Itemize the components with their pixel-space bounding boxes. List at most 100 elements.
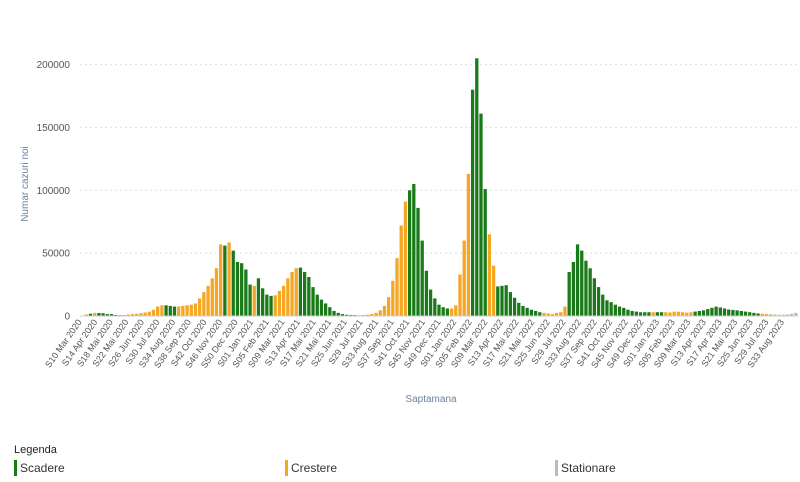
bar-scadere[interactable] [496, 286, 500, 316]
bar-stationare[interactable] [781, 314, 785, 316]
bar-scadere[interactable] [512, 297, 517, 316]
bar-scadere[interactable] [344, 314, 349, 316]
bar-crestere[interactable] [206, 285, 210, 316]
bar-crestere[interactable] [546, 313, 550, 316]
bar-scadere[interactable] [407, 190, 412, 316]
bar-scadere[interactable] [265, 294, 269, 316]
bar-scadere[interactable] [567, 272, 571, 316]
bar-scadere[interactable] [571, 261, 576, 316]
bar-crestere[interactable] [554, 312, 559, 316]
bar-crestere[interactable] [374, 312, 378, 316]
bar-scadere[interactable] [269, 295, 273, 316]
bar-stationare[interactable] [794, 312, 798, 316]
bar-scadere[interactable] [638, 312, 643, 316]
bar-crestere[interactable] [365, 314, 370, 316]
bar-crestere[interactable] [491, 265, 496, 316]
bar-scadere[interactable] [622, 307, 626, 316]
bar-scadere[interactable] [475, 58, 479, 316]
bar-crestere[interactable] [651, 312, 655, 316]
bar-crestere[interactable] [680, 312, 685, 316]
bar-scadere[interactable] [626, 309, 630, 316]
bar-crestere[interactable] [462, 240, 466, 316]
bar-scadere[interactable] [261, 288, 265, 316]
bar-crestere[interactable] [664, 312, 668, 316]
bar-scadere[interactable] [710, 307, 714, 316]
bar-scadere[interactable] [693, 311, 697, 316]
bar-scadere[interactable] [235, 261, 240, 316]
bar-stationare[interactable] [785, 314, 790, 316]
bar-crestere[interactable] [370, 313, 374, 316]
bar-scadere[interactable] [701, 310, 706, 316]
bar-scadere[interactable] [433, 298, 437, 316]
bar-crestere[interactable] [672, 311, 676, 316]
bar-crestere[interactable] [676, 311, 680, 316]
bar-scadere[interactable] [706, 309, 710, 316]
bar-scadere[interactable] [735, 310, 739, 316]
bar-scadere[interactable] [575, 244, 580, 316]
bar-scadere[interactable] [731, 309, 735, 316]
bar-scadere[interactable] [605, 300, 609, 316]
bar-crestere[interactable] [559, 312, 563, 316]
bar-crestere[interactable] [160, 305, 164, 316]
bar-scadere[interactable] [298, 267, 303, 316]
bar-scadere[interactable] [168, 305, 172, 316]
bar-scadere[interactable] [752, 312, 756, 316]
bar-crestere[interactable] [668, 312, 672, 316]
bar-scadere[interactable] [349, 314, 353, 316]
bar-scadere[interactable] [609, 302, 613, 316]
bar-crestere[interactable] [122, 314, 126, 316]
bar-crestere[interactable] [273, 295, 277, 316]
bar-scadere[interactable] [172, 306, 177, 316]
bar-crestere[interactable] [760, 313, 764, 316]
bar-crestere[interactable] [130, 314, 135, 316]
bar-scadere[interactable] [416, 207, 420, 316]
bar-crestere[interactable] [487, 234, 492, 316]
bar-crestere[interactable] [93, 312, 97, 316]
bar-crestere[interactable] [769, 314, 773, 316]
bar-crestere[interactable] [185, 305, 189, 316]
bar-crestere[interactable] [449, 308, 454, 316]
bar-stationare[interactable] [790, 313, 794, 316]
bar-scadere[interactable] [592, 278, 596, 316]
bar-scadere[interactable] [584, 260, 588, 316]
bar-scadere[interactable] [311, 287, 315, 316]
bar-crestere[interactable] [198, 298, 202, 316]
bar-scadere[interactable] [697, 310, 701, 316]
bar-crestere[interactable] [181, 305, 185, 316]
bar-scadere[interactable] [240, 263, 244, 316]
bar-scadere[interactable] [718, 307, 722, 316]
bar-scadere[interactable] [739, 310, 743, 316]
bar-crestere[interactable] [219, 244, 223, 316]
bar-scadere[interactable] [533, 310, 538, 316]
bar-crestere[interactable] [454, 305, 458, 316]
bar-crestere[interactable] [202, 292, 206, 316]
bar-scadere[interactable] [323, 303, 328, 316]
legend-item-crestere[interactable]: Crestere [285, 460, 337, 476]
bar-scadere[interactable] [328, 307, 332, 316]
bar-crestere[interactable] [294, 268, 298, 316]
bar-scadere[interactable] [101, 313, 105, 316]
bar-scadere[interactable] [88, 313, 93, 316]
bar-crestere[interactable] [189, 304, 193, 316]
bar-scadere[interactable] [529, 309, 534, 316]
bar-scadere[interactable] [748, 312, 752, 316]
bar-crestere[interactable] [391, 280, 395, 316]
bar-scadere[interactable] [441, 307, 445, 316]
bar-scadere[interactable] [596, 287, 601, 316]
bar-crestere[interactable] [151, 309, 156, 316]
bar-scadere[interactable] [479, 113, 483, 316]
bar-scadere[interactable] [420, 240, 424, 316]
bar-scadere[interactable] [613, 304, 617, 316]
bar-scadere[interactable] [336, 312, 340, 316]
bar-crestere[interactable] [84, 314, 88, 316]
bar-crestere[interactable] [156, 306, 160, 316]
bar-crestere[interactable] [290, 272, 294, 316]
bar-scadere[interactable] [517, 302, 521, 316]
bar-crestere[interactable] [563, 306, 567, 316]
bar-scadere[interactable] [164, 305, 168, 316]
bar-scadere[interactable] [504, 285, 508, 316]
bar-scadere[interactable] [714, 306, 718, 316]
bar-crestere[interactable] [286, 278, 290, 316]
bar-scadere[interactable] [244, 269, 248, 316]
bar-scadere[interactable] [659, 312, 664, 316]
